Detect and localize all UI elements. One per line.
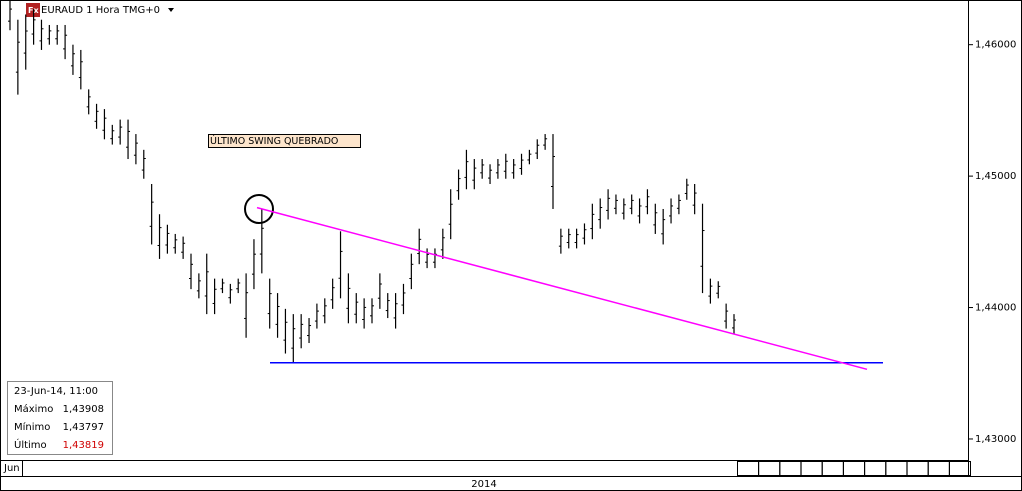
scroll-box xyxy=(737,461,759,476)
scroll-box xyxy=(779,461,802,476)
fx-icon xyxy=(26,3,40,17)
scroll-box xyxy=(885,461,908,476)
y-tick-label: 1,46000 xyxy=(975,40,1016,51)
info-label: Máximo xyxy=(14,403,53,415)
x-label: 2014 xyxy=(471,479,496,490)
scroll-box xyxy=(800,461,823,476)
y-tick-label: 1,43000 xyxy=(975,434,1016,445)
info-box xyxy=(7,381,113,455)
info-label: Mínimo xyxy=(14,421,50,433)
annotation: ÚLTIMO SWING QUEBRADO xyxy=(210,135,338,147)
y-tick-label: 1,44000 xyxy=(975,303,1016,314)
info-value: 1,43797 xyxy=(63,422,104,433)
info-value: 1,43908 xyxy=(63,404,104,415)
scroll-box xyxy=(843,461,865,476)
chart-title[interactable]: EURAUD 1 Hora TMG+0 xyxy=(41,5,160,16)
scroll-box xyxy=(906,461,929,476)
y-tick-label: 1,45000 xyxy=(975,171,1016,182)
scroll-box xyxy=(927,461,950,476)
scroll-box xyxy=(949,461,971,476)
info-date: 23-Jun-14, 11:00 xyxy=(14,386,98,397)
scroll-box xyxy=(821,461,844,476)
x-label: Jun xyxy=(3,463,20,474)
scroll-box xyxy=(864,461,887,476)
scroll-boxes xyxy=(737,461,971,476)
dropdown-arrow[interactable] xyxy=(168,8,174,12)
info-label: Último xyxy=(14,438,47,451)
trend-line xyxy=(256,206,868,371)
annotation-box xyxy=(208,134,361,148)
scroll-box xyxy=(758,461,781,476)
swing-circle xyxy=(244,194,274,224)
info-value: 1,43819 xyxy=(63,440,104,451)
